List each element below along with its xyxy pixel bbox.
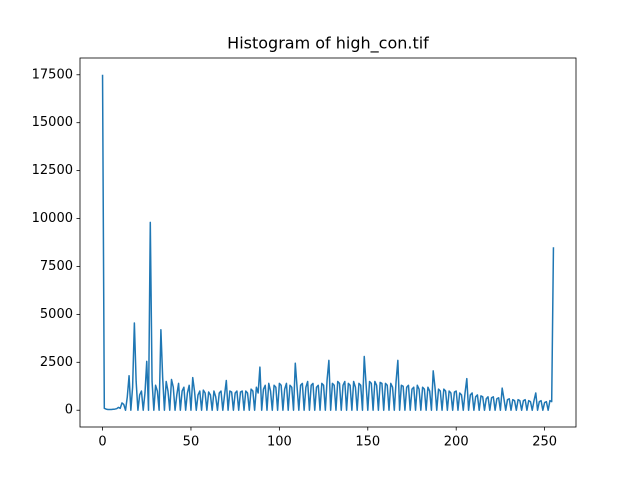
x-tick-label: 50 [183, 435, 200, 450]
plot-frame [79, 57, 577, 428]
x-tick-label: 100 [267, 435, 292, 450]
chart-title: Histogram of high_con.tif [227, 34, 429, 54]
y-tick-label: 7500 [40, 259, 73, 274]
x-tick-label: 150 [355, 435, 380, 450]
y-tick-label: 17500 [32, 67, 73, 82]
y-tick-label: 10000 [32, 211, 73, 226]
y-tick-label: 0 [65, 403, 73, 418]
y-tick-label: 2500 [40, 355, 73, 370]
x-tick-label: 0 [98, 435, 106, 450]
x-tick-label: 250 [532, 435, 557, 450]
y-tick-label: 15000 [32, 115, 73, 130]
y-tick-label: 12500 [32, 163, 73, 178]
y-tick-label: 5000 [40, 307, 73, 322]
x-tick-label: 200 [444, 435, 469, 450]
data-line [101, 74, 555, 411]
